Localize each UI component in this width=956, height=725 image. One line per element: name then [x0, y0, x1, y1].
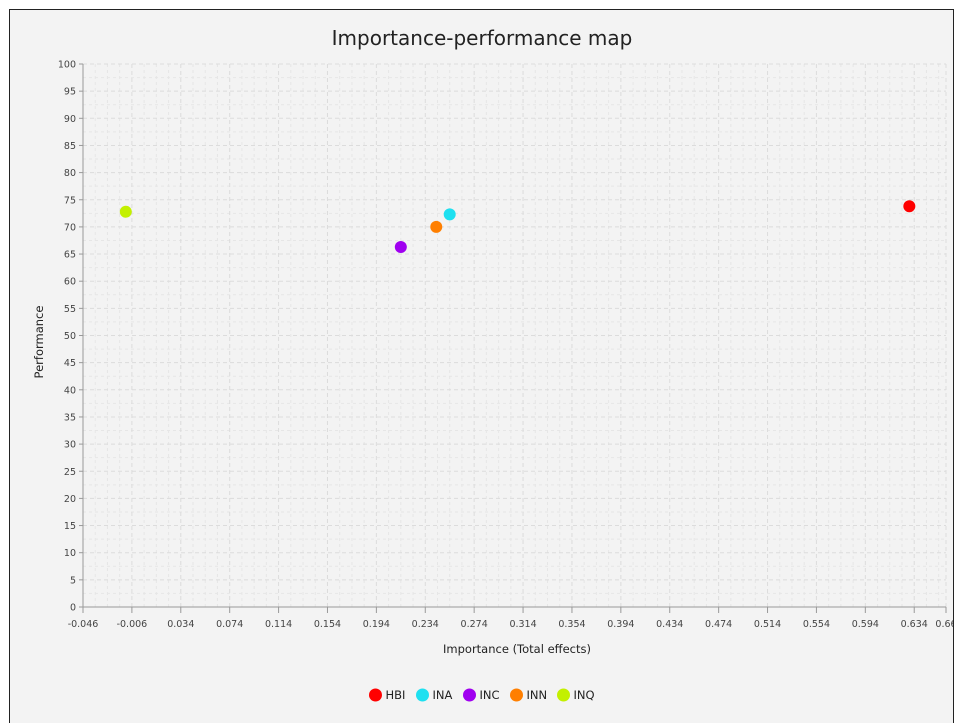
x-tick-label: 0.474 [705, 619, 732, 630]
point-inn [430, 220, 443, 233]
legend-label: HBI [386, 688, 406, 702]
y-tick-label: 60 [64, 277, 76, 288]
legend-marker-inn [510, 688, 523, 702]
y-tick-label: 5 [70, 575, 76, 586]
x-tick-label: 0.634 [901, 619, 928, 630]
y-tick-label: 45 [64, 358, 76, 369]
x-tick-label: 0.354 [558, 619, 585, 630]
point-hbi [903, 200, 916, 213]
x-tick-label: 0.194 [363, 619, 390, 630]
x-tick-label: 0.274 [461, 619, 488, 630]
legend-item-inc: INC [463, 688, 500, 702]
legend-item-inq: INQ [557, 688, 595, 702]
x-tick-label: -0.046 [68, 619, 99, 630]
x-axis-label: Importance (Total effects) [443, 642, 591, 656]
point-inc [394, 240, 407, 253]
y-tick-label: 15 [64, 521, 76, 532]
legend-marker-hbi [369, 688, 382, 702]
grid-layer [82, 63, 947, 608]
y-tick-label: 55 [64, 304, 76, 315]
y-tick-label: 90 [64, 114, 76, 125]
x-tick-label: -0.006 [117, 619, 148, 630]
chart-frame: Importance-performance map 0 5 10 15 20 25 30 3… [9, 9, 954, 723]
legend-marker-inc [463, 688, 476, 702]
y-tick-label: 70 [64, 222, 76, 233]
legend-marker-ina [416, 688, 429, 702]
points-layer [119, 200, 916, 253]
point-ina [443, 208, 456, 221]
y-tick-label: 80 [64, 168, 76, 179]
importance-performance-chart: Importance-performance map 0 5 10 15 20 25 30 3… [32, 26, 954, 702]
y-tick-label: 25 [64, 467, 76, 478]
y-tick-label: 30 [64, 440, 76, 451]
legend-item-ina: INA [416, 688, 452, 702]
y-tick-label: 95 [64, 87, 76, 98]
x-tick-label: 0.074 [216, 619, 243, 630]
y-tick-label: 20 [64, 494, 76, 505]
y-axis-label: Performance [32, 306, 46, 379]
x-tick-label: 0.514 [754, 619, 781, 630]
x-tick-label: 0.034 [167, 619, 194, 630]
x-tick-label: 0.234 [412, 619, 439, 630]
x-tick-label: 0.434 [656, 619, 683, 630]
axis-layer: 0 5 10 15 20 25 30 35 40 45 50 55 60 65 70 75 80 85 90 95 10… [58, 60, 954, 631]
y-tick-label: 0 [70, 603, 76, 614]
legend-label: INA [433, 688, 453, 702]
y-tick-label: 10 [64, 548, 76, 559]
y-tick-label: 65 [64, 250, 76, 261]
legend-label: INQ [574, 688, 595, 702]
legend-item-hbi: HBI [369, 688, 405, 702]
x-tick-label: 0.66 [935, 619, 954, 630]
y-tick-label: 40 [64, 385, 76, 396]
legend-label: INC [480, 688, 500, 702]
x-tick-label: 0.114 [265, 619, 292, 630]
legend-marker-inq [557, 688, 570, 702]
x-tick-label: 0.394 [607, 619, 634, 630]
y-tick-label: 75 [64, 195, 76, 206]
y-tick-label: 85 [64, 141, 76, 152]
y-tick-label: 35 [64, 412, 76, 423]
legend-item-inn: INN [510, 688, 547, 702]
x-tick-label: 0.554 [803, 619, 830, 630]
x-tick-label: 0.594 [852, 619, 879, 630]
x-tick-label: 0.314 [509, 619, 536, 630]
x-tick-label: 0.154 [314, 619, 341, 630]
legend-label: INN [527, 688, 548, 702]
y-tick-label: 100 [58, 60, 76, 71]
legend: HBI INA INC INN INQ [369, 688, 595, 702]
point-inq [119, 205, 132, 218]
y-tick-label: 50 [64, 331, 76, 342]
chart-title: Importance-performance map [332, 26, 633, 50]
